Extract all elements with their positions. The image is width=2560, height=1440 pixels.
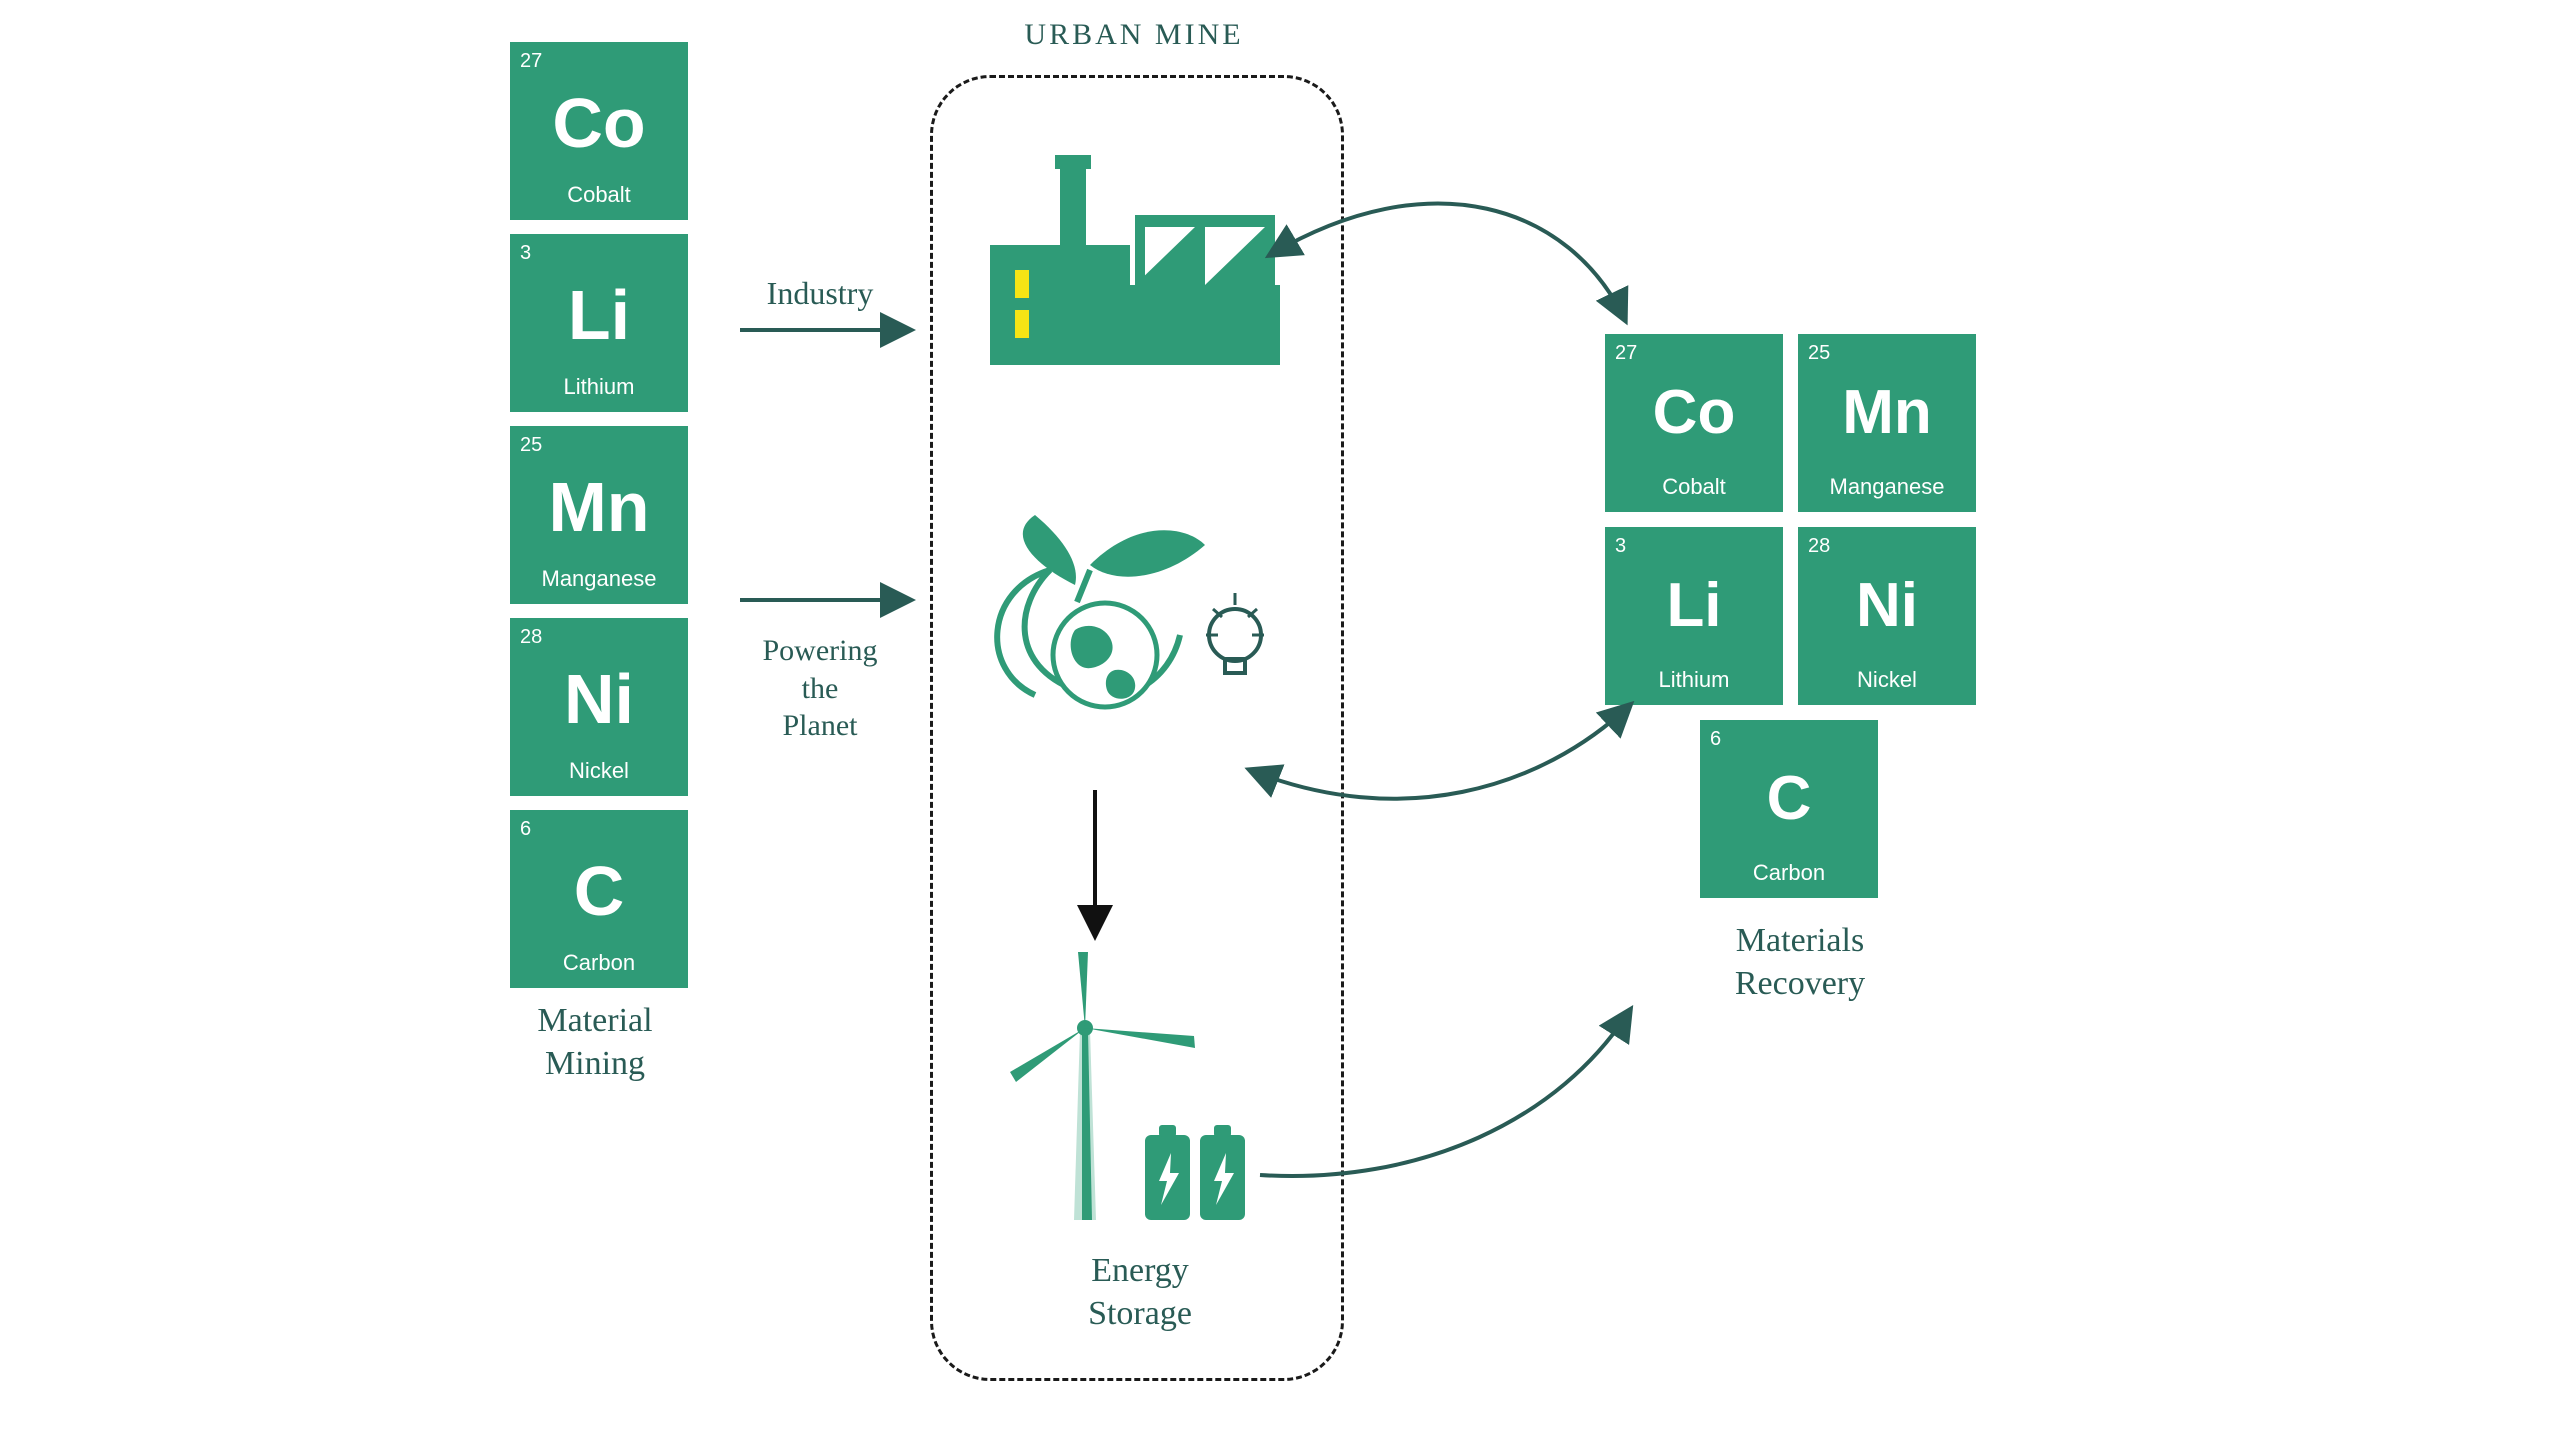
- element-tile-ni-r: 28NiNickel: [1798, 527, 1976, 705]
- element-number: 28: [1808, 535, 1830, 558]
- planet-leaf-bulb-icon: [955, 510, 1285, 750]
- factory-icon: [960, 155, 1310, 365]
- label-powering-l3: Planet: [720, 707, 920, 745]
- element-tile-li-r: 3Li Lithium: [1605, 527, 1783, 705]
- label-powering-l2: the: [720, 670, 920, 708]
- label-urban-mine: URBAN MINE: [930, 18, 1338, 52]
- element-tile-co: 27CoCobalt: [510, 42, 688, 220]
- element-name: Carbon: [1700, 860, 1878, 886]
- element-name: Cobalt: [1605, 474, 1783, 500]
- element-name: Nickel: [510, 758, 688, 784]
- element-tile-c-r: 6C Carbon: [1700, 720, 1878, 898]
- element-number: 6: [520, 818, 531, 841]
- turbine-batteries-icon: [970, 950, 1290, 1230]
- element-number: 6: [1710, 728, 1721, 751]
- element-number: 3: [520, 242, 531, 265]
- element-tile-mn: 25MnManganese: [510, 426, 688, 604]
- element-number: 3: [1615, 535, 1626, 558]
- element-name: Lithium: [510, 374, 688, 400]
- label-materials-recovery: Materials Recovery: [1690, 920, 1910, 1005]
- element-tile-li: 3Li Lithium: [510, 234, 688, 412]
- label-energy-storage-l1: Energy: [1020, 1250, 1260, 1293]
- element-number: 27: [520, 50, 542, 73]
- element-symbol: C: [1700, 720, 1878, 830]
- element-name: Carbon: [510, 950, 688, 976]
- element-number: 25: [1808, 342, 1830, 365]
- element-tile-ni: 28NiNickel: [510, 618, 688, 796]
- label-material-mining-l1: Material: [430, 1000, 760, 1043]
- element-symbol: Li: [1605, 527, 1783, 637]
- element-number: 28: [520, 626, 542, 649]
- element-name: Nickel: [1798, 667, 1976, 693]
- label-materials-recovery-l2: Recovery: [1690, 963, 1910, 1006]
- label-energy-storage: Energy Storage: [1020, 1250, 1260, 1335]
- element-name: Cobalt: [510, 182, 688, 208]
- label-materials-recovery-l1: Materials: [1690, 920, 1910, 963]
- label-powering: Powering the Planet: [720, 632, 920, 745]
- label-material-mining-l2: Mining: [430, 1043, 760, 1086]
- label-energy-storage-l2: Storage: [1020, 1293, 1260, 1336]
- element-tile-mn-r: 25MnManganese: [1798, 334, 1976, 512]
- element-tile-co-r: 27CoCobalt: [1605, 334, 1783, 512]
- label-powering-l1: Powering: [720, 632, 920, 670]
- element-name: Manganese: [1798, 474, 1976, 500]
- diagram-stage: { "colors":{ "tile_bg":"#2f9b77", "label…: [0, 0, 2560, 1440]
- element-number: 27: [1615, 342, 1637, 365]
- label-material-mining: Material Mining: [430, 1000, 760, 1085]
- element-name: Lithium: [1605, 667, 1783, 693]
- element-number: 25: [520, 434, 542, 457]
- element-symbol: C: [510, 810, 688, 926]
- element-tile-c: 6C Carbon: [510, 810, 688, 988]
- label-industry: Industry: [720, 275, 920, 312]
- element-name: Manganese: [510, 566, 688, 592]
- element-symbol: Li: [510, 234, 688, 350]
